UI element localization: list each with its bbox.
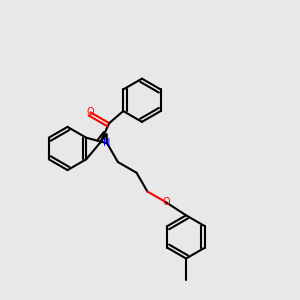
Text: N: N — [103, 138, 111, 148]
Text: O: O — [87, 107, 94, 117]
Text: O: O — [162, 197, 170, 207]
